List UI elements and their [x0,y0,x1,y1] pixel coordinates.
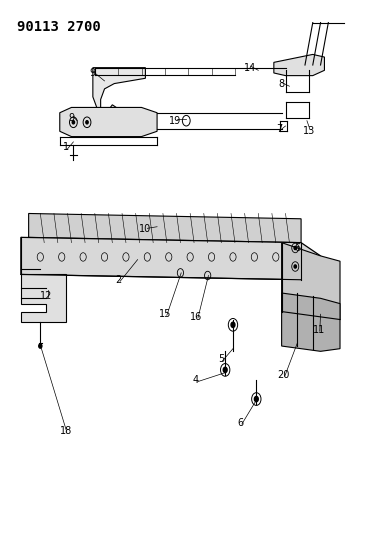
Text: 7: 7 [277,124,283,134]
Text: 14: 14 [244,63,257,72]
Polygon shape [93,68,145,115]
Text: 19: 19 [169,116,181,126]
Circle shape [294,265,296,268]
Polygon shape [60,108,157,136]
Circle shape [86,120,88,124]
Circle shape [39,344,42,348]
Polygon shape [29,214,301,243]
Text: 15: 15 [159,309,171,319]
Text: 10: 10 [139,224,152,235]
Text: 20: 20 [278,370,290,380]
Circle shape [231,322,235,327]
Text: 6: 6 [294,243,300,253]
Text: 9: 9 [68,113,74,123]
Text: 13: 13 [303,126,315,136]
Text: 11: 11 [312,325,325,335]
Circle shape [72,120,74,124]
Circle shape [223,367,227,373]
Text: 1: 1 [63,142,69,152]
Text: 9: 9 [90,68,96,78]
Polygon shape [21,274,65,322]
Text: 8: 8 [279,78,285,88]
Circle shape [294,246,296,249]
Text: 2: 2 [115,274,121,285]
Polygon shape [21,237,321,288]
Circle shape [254,397,258,402]
Text: 4: 4 [193,375,199,385]
Polygon shape [274,54,325,76]
Text: 16: 16 [190,312,202,322]
Polygon shape [281,243,340,325]
Text: 5: 5 [218,354,225,364]
Text: 90113 2700: 90113 2700 [17,20,101,34]
Polygon shape [281,293,340,351]
Text: 12: 12 [40,290,53,301]
Text: 6: 6 [238,418,244,428]
Text: 18: 18 [60,426,72,436]
